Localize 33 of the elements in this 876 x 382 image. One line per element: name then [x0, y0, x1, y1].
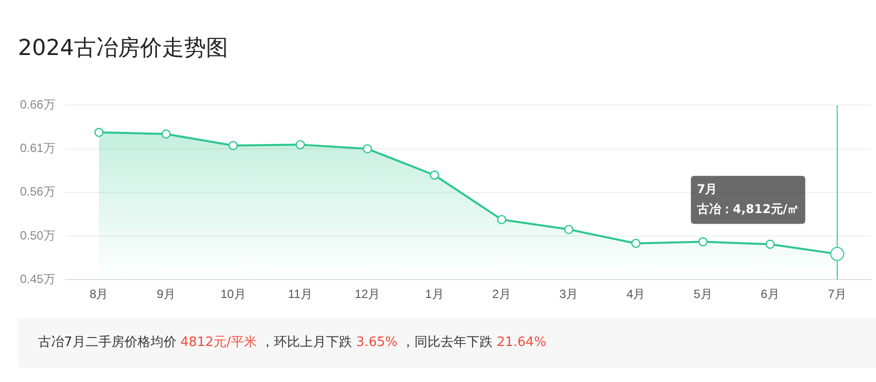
annotation: ：4,812元/㎡	[720, 202, 800, 216]
text: 古冶7月二手房价格均价 4812元/平米 ，环比上月下跌 3.65% ，同比去年下跌 21.64%	[38, 335, 546, 350]
text: 7月	[696, 182, 718, 196]
x-tick-label: 12月	[354, 287, 380, 302]
point	[631, 238, 640, 248]
y-tick-label: 0.50万	[20, 228, 56, 242]
point	[766, 240, 775, 249]
point	[698, 237, 708, 246]
point	[228, 140, 238, 150]
point	[497, 214, 506, 224]
point	[94, 128, 104, 137]
point	[362, 144, 372, 154]
chart-title: 2024古冶房价走势图	[18, 35, 228, 63]
y-tick-label: 0.45万	[20, 272, 56, 286]
x-tick-label: 6月	[760, 287, 780, 302]
point	[564, 224, 574, 234]
x-tick-label: 10月	[220, 287, 246, 302]
x-tick-label: 5月	[694, 287, 712, 302]
x-tick-label: 11月	[288, 287, 313, 302]
x-tick-label: 9月	[156, 287, 176, 302]
x-tick-label: 2月	[492, 287, 511, 302]
x-tick-label: 7月	[828, 287, 847, 302]
x-tick-label: 8月	[90, 287, 108, 302]
x-tick-label: 3月	[559, 287, 578, 302]
x-tick-label: 1月	[425, 287, 444, 302]
y-tick-label: 0.66万	[20, 98, 56, 112]
x-tick-label: 4月	[626, 287, 646, 302]
point	[296, 140, 305, 150]
y-tick-label: 0.61万	[20, 141, 56, 156]
point	[430, 170, 440, 180]
series-label: 古冶	[696, 202, 722, 216]
point	[161, 129, 171, 139]
y-tick-label: 0.56万	[20, 184, 56, 199]
